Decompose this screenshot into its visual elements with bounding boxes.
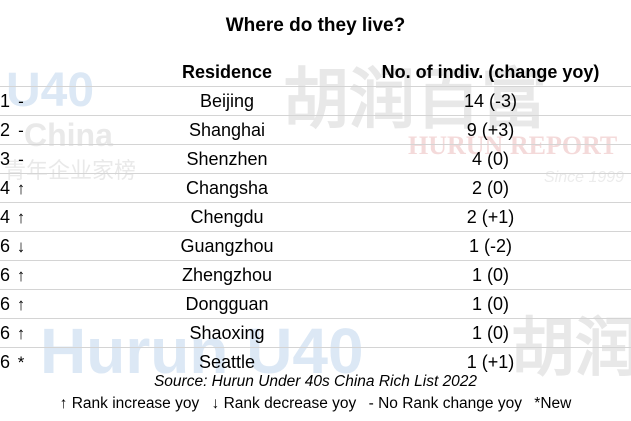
count-cell: 9 (+3) [350,115,631,145]
residence-cell: Shanghai [104,115,350,145]
rank-cell: 6 ↓ [0,231,104,261]
count-cell: 1 (0) [350,260,631,290]
rank-column-header [0,58,104,87]
dash-icon: - [18,120,24,140]
residence-cell: Shaoxing [104,318,350,348]
table-row: 6 ↓ Guangzhou 1 (-2) [0,231,631,261]
rank-cell: 3- [0,144,104,174]
rank-cell: 1- [0,86,104,116]
residence-cell: Dongguan [104,289,350,319]
residence-cell: Changsha [104,173,350,203]
residence-cell: Shenzhen [104,144,350,174]
source-note: Source: Hurun Under 40s China Rich List … [153,373,478,390]
table-row: 4 ↑ Changsha 2 (0) [0,173,631,203]
rank-number: 6 [0,351,11,372]
table-row: 4 ↑ Chengdu 2 (+1) [0,202,631,232]
table-row: 6 ↑ Shaoxing 1 (0) [0,318,631,348]
residence-cell: Chengdu [104,202,350,232]
residence-table: Residence No. of indiv. (change yoy) 1-B… [0,58,631,376]
count-cell: 14 (-3) [350,86,631,116]
rank-cell: 6 ↑ [0,289,104,319]
legend-new: *New [534,395,572,412]
residence-cell: Guangzhou [104,231,350,261]
rank-number: 6 [0,264,11,285]
rank-cell: 6 ↑ [0,318,104,348]
down-arrow-icon: ↓ [16,236,26,256]
table-row: 2- Shanghai 9 (+3) [0,115,631,145]
rank-cell: 4 ↑ [0,202,104,232]
count-column-header: No. of indiv. (change yoy) [350,58,631,87]
count-cell: 2 (+1) [350,202,631,232]
legend-decrease: ↓ Rank decrease yoy [211,395,357,412]
table-row: 6 ↑ Zhengzhou 1 (0) [0,260,631,290]
table-row: 6 * Seattle 1 (+1) [0,348,631,377]
table-row: 1- Beijing 14 (-3) [0,86,631,116]
residence-cell: Seattle [198,351,256,372]
legend: ↑ Rank increase yoy ↓ Rank decrease yoy … [0,395,631,413]
rank-number: 6 [0,322,11,343]
residence-column-header: Residence [104,58,350,87]
asterisk-icon: * [17,352,25,372]
count-cell: 2 (0) [350,173,631,203]
up-arrow-icon: ↑ [16,294,26,314]
rank-number: 2 [0,119,11,140]
rank-number: 4 [0,177,11,198]
rank-number: 3 [0,148,11,169]
table-header-row: Residence No. of indiv. (change yoy) [0,58,631,87]
rank-number: 6 [0,293,11,314]
residence-cell: Zhengzhou [104,260,350,290]
up-arrow-icon: ↑ [16,265,26,285]
up-arrow-icon: ↑ [16,323,26,343]
rank-cell: 4 ↑ [0,173,104,203]
rank-cell: 6 * [0,348,104,377]
up-arrow-icon: ↑ [16,207,26,227]
count-cell: 1 (-2) [350,231,631,261]
table-row: 3- Shenzhen 4 (0) [0,144,631,174]
rank-cell: 6 ↑ [0,260,104,290]
page-title: Where do they live? [225,15,406,36]
legend-increase: ↑ Rank increase yoy [59,395,200,412]
count-cell: 1 (+1) [466,351,515,372]
count-cell: 4 (0) [350,144,631,174]
rank-cell: 2- [0,115,104,145]
rank-number: 4 [0,206,11,227]
residence-cell: Beijing [104,86,350,116]
table-row: 6 ↑ Dongguan 1 (0) [0,289,631,319]
rank-number: 6 [0,235,11,256]
dash-icon: - [18,91,24,111]
count-cell: 1 (0) [350,318,631,348]
count-cell: 1 (0) [350,289,631,319]
legend-no-change: - No Rank change yoy [368,395,522,412]
up-arrow-icon: ↑ [16,178,26,198]
dash-icon: - [18,149,24,169]
rank-number: 1 [0,90,11,111]
